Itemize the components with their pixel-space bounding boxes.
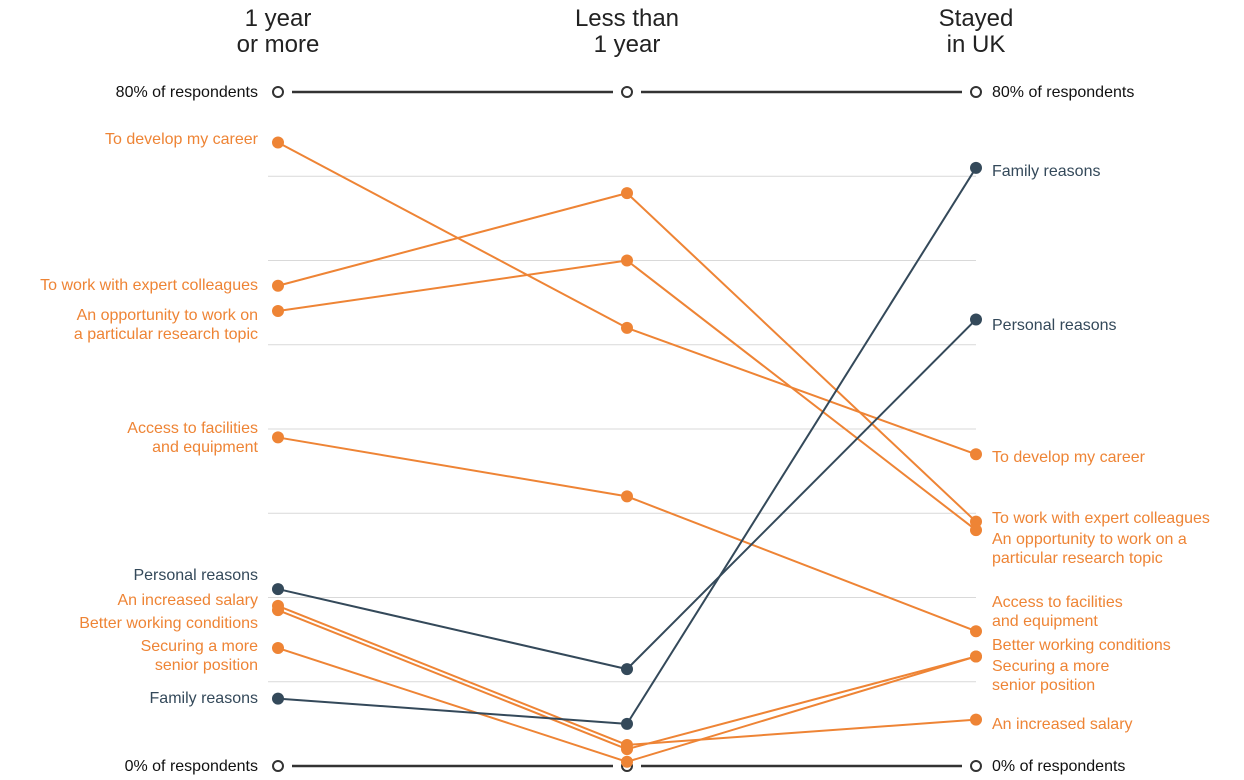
series-point (621, 663, 633, 676)
series-point (272, 305, 284, 318)
series-point (621, 187, 633, 200)
series-label-left: An opportunity to work on a particular re… (74, 307, 258, 343)
series-segment (626, 326, 977, 456)
series-point (970, 515, 982, 528)
series-point (970, 161, 982, 174)
axis-label-bottom-right: 0% of respondents (992, 758, 1125, 775)
axis-label-bottom-left: 0% of respondents (125, 758, 258, 775)
column-title: Stayed in UK (939, 5, 1014, 58)
series-segment (277, 609, 628, 751)
series-segment (277, 141, 628, 329)
column-title: 1 year or more (237, 5, 320, 58)
series-segment (277, 192, 628, 287)
series-segment (626, 655, 977, 751)
series-segment (626, 192, 977, 523)
series-label-right: Securing a more senior position (992, 658, 1109, 694)
series-label-right: Personal reasons (992, 317, 1117, 334)
grid-lines (268, 175, 976, 683)
series-layer (272, 136, 982, 768)
series-point (621, 743, 633, 756)
series-label-left: Securing a more senior position (141, 638, 258, 674)
series-point (970, 524, 982, 537)
series-point (272, 136, 284, 149)
series-label-right: Access to facilities and equipment (992, 594, 1123, 630)
series-label-right: An increased salary (992, 716, 1133, 733)
series-segment (626, 318, 977, 670)
series-label-left: An increased salary (117, 592, 258, 609)
series-label-left: To develop my career (105, 131, 259, 148)
series-segment (277, 697, 628, 725)
series-point (621, 755, 633, 768)
axis-marker-bottom (272, 760, 284, 772)
series-point (272, 692, 284, 705)
axis-lines: 80% of respondents 80% of respondents 0% o… (116, 84, 1135, 775)
series-segment (626, 495, 977, 633)
series-label-right: Better working conditions (992, 637, 1171, 654)
series-point (621, 254, 633, 267)
series-segment (277, 604, 628, 746)
series-point (970, 650, 982, 663)
axis-label-top-left: 80% of respondents (116, 84, 258, 101)
series-point (621, 321, 633, 334)
axis-marker-bottom (970, 760, 982, 772)
series-label-left: To work with expert colleagues (40, 277, 258, 294)
series-point (272, 583, 284, 596)
series-label-right: To work with expert colleagues (992, 510, 1210, 527)
series-segment (626, 259, 977, 531)
series-segment (626, 167, 977, 725)
series-point (272, 431, 284, 444)
series-label-left: Access to facilities and equipment (127, 420, 258, 456)
series-point (621, 490, 633, 503)
axis-label-top-right: 80% of respondents (992, 84, 1134, 101)
series-segment (626, 655, 977, 763)
series-point (970, 713, 982, 726)
series-segment (277, 436, 628, 498)
series-point (621, 717, 633, 730)
series-point (272, 642, 284, 655)
series-segment (277, 647, 628, 763)
column-titles: 1 year or more Less than 1 year Stayed in UK (237, 5, 1014, 58)
series-segment (277, 259, 628, 313)
series-point (272, 604, 284, 617)
series-segment (277, 588, 628, 671)
series-label-right: To develop my career (992, 449, 1146, 466)
axis-marker-top (621, 86, 633, 98)
series-point (970, 313, 982, 326)
column-title: Less than 1 year (575, 5, 679, 58)
series-label-left: Personal reasons (133, 567, 258, 584)
series-labels: To develop my career To develop my career… (40, 131, 1210, 733)
series-label-right: An opportunity to work on a particular re… (992, 531, 1187, 567)
series-label-left: Family reasons (150, 690, 258, 707)
series-label-left: Better working conditions (79, 615, 258, 632)
series-point (272, 279, 284, 292)
series-segment (626, 718, 977, 746)
axis-marker-top (272, 86, 284, 98)
series-point (970, 448, 982, 461)
series-point (970, 625, 982, 638)
series-label-right: Family reasons (992, 163, 1100, 180)
axis-marker-top (970, 86, 982, 98)
